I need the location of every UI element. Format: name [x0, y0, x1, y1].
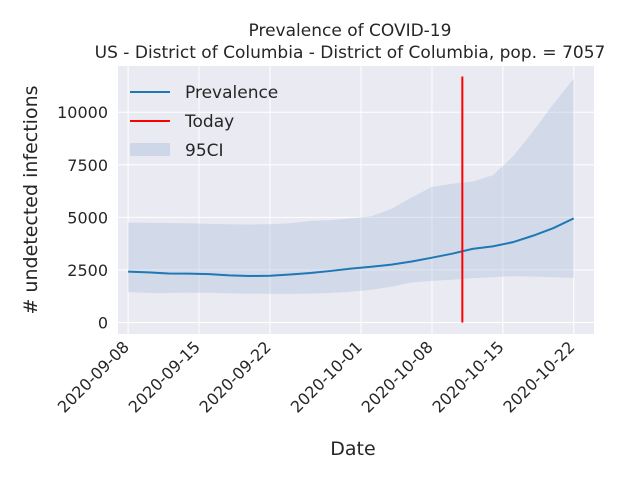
- series-lines: [128, 76, 575, 323]
- chart-title: Prevalence of COVID-19: [249, 21, 452, 41]
- y-axis-title: # undetected infections: [20, 85, 42, 314]
- y-tick-label: 2500: [67, 261, 108, 280]
- legend: Prevalence Today 95CI: [130, 83, 278, 161]
- y-axis-ticks: 0 2500 5000 7500 10000: [57, 103, 108, 332]
- legend-label-prevalence: Prevalence: [185, 83, 278, 103]
- x-axis-title: Date: [330, 438, 375, 460]
- y-tick-label: 0: [98, 313, 108, 332]
- chart-subtitle: US - District of Columbia - District of …: [95, 43, 606, 63]
- y-tick-label: 5000: [67, 208, 108, 227]
- series-line-prevalence: [128, 217, 575, 277]
- legend-label-95ci: 95CI: [185, 141, 224, 161]
- y-tick-label: 7500: [67, 156, 108, 175]
- grid: [118, 66, 594, 334]
- legend-label-today: Today: [184, 112, 234, 132]
- legend-swatch-95ci: [130, 143, 170, 156]
- plot-area: [118, 66, 594, 334]
- y-tick-label: 10000: [57, 103, 108, 122]
